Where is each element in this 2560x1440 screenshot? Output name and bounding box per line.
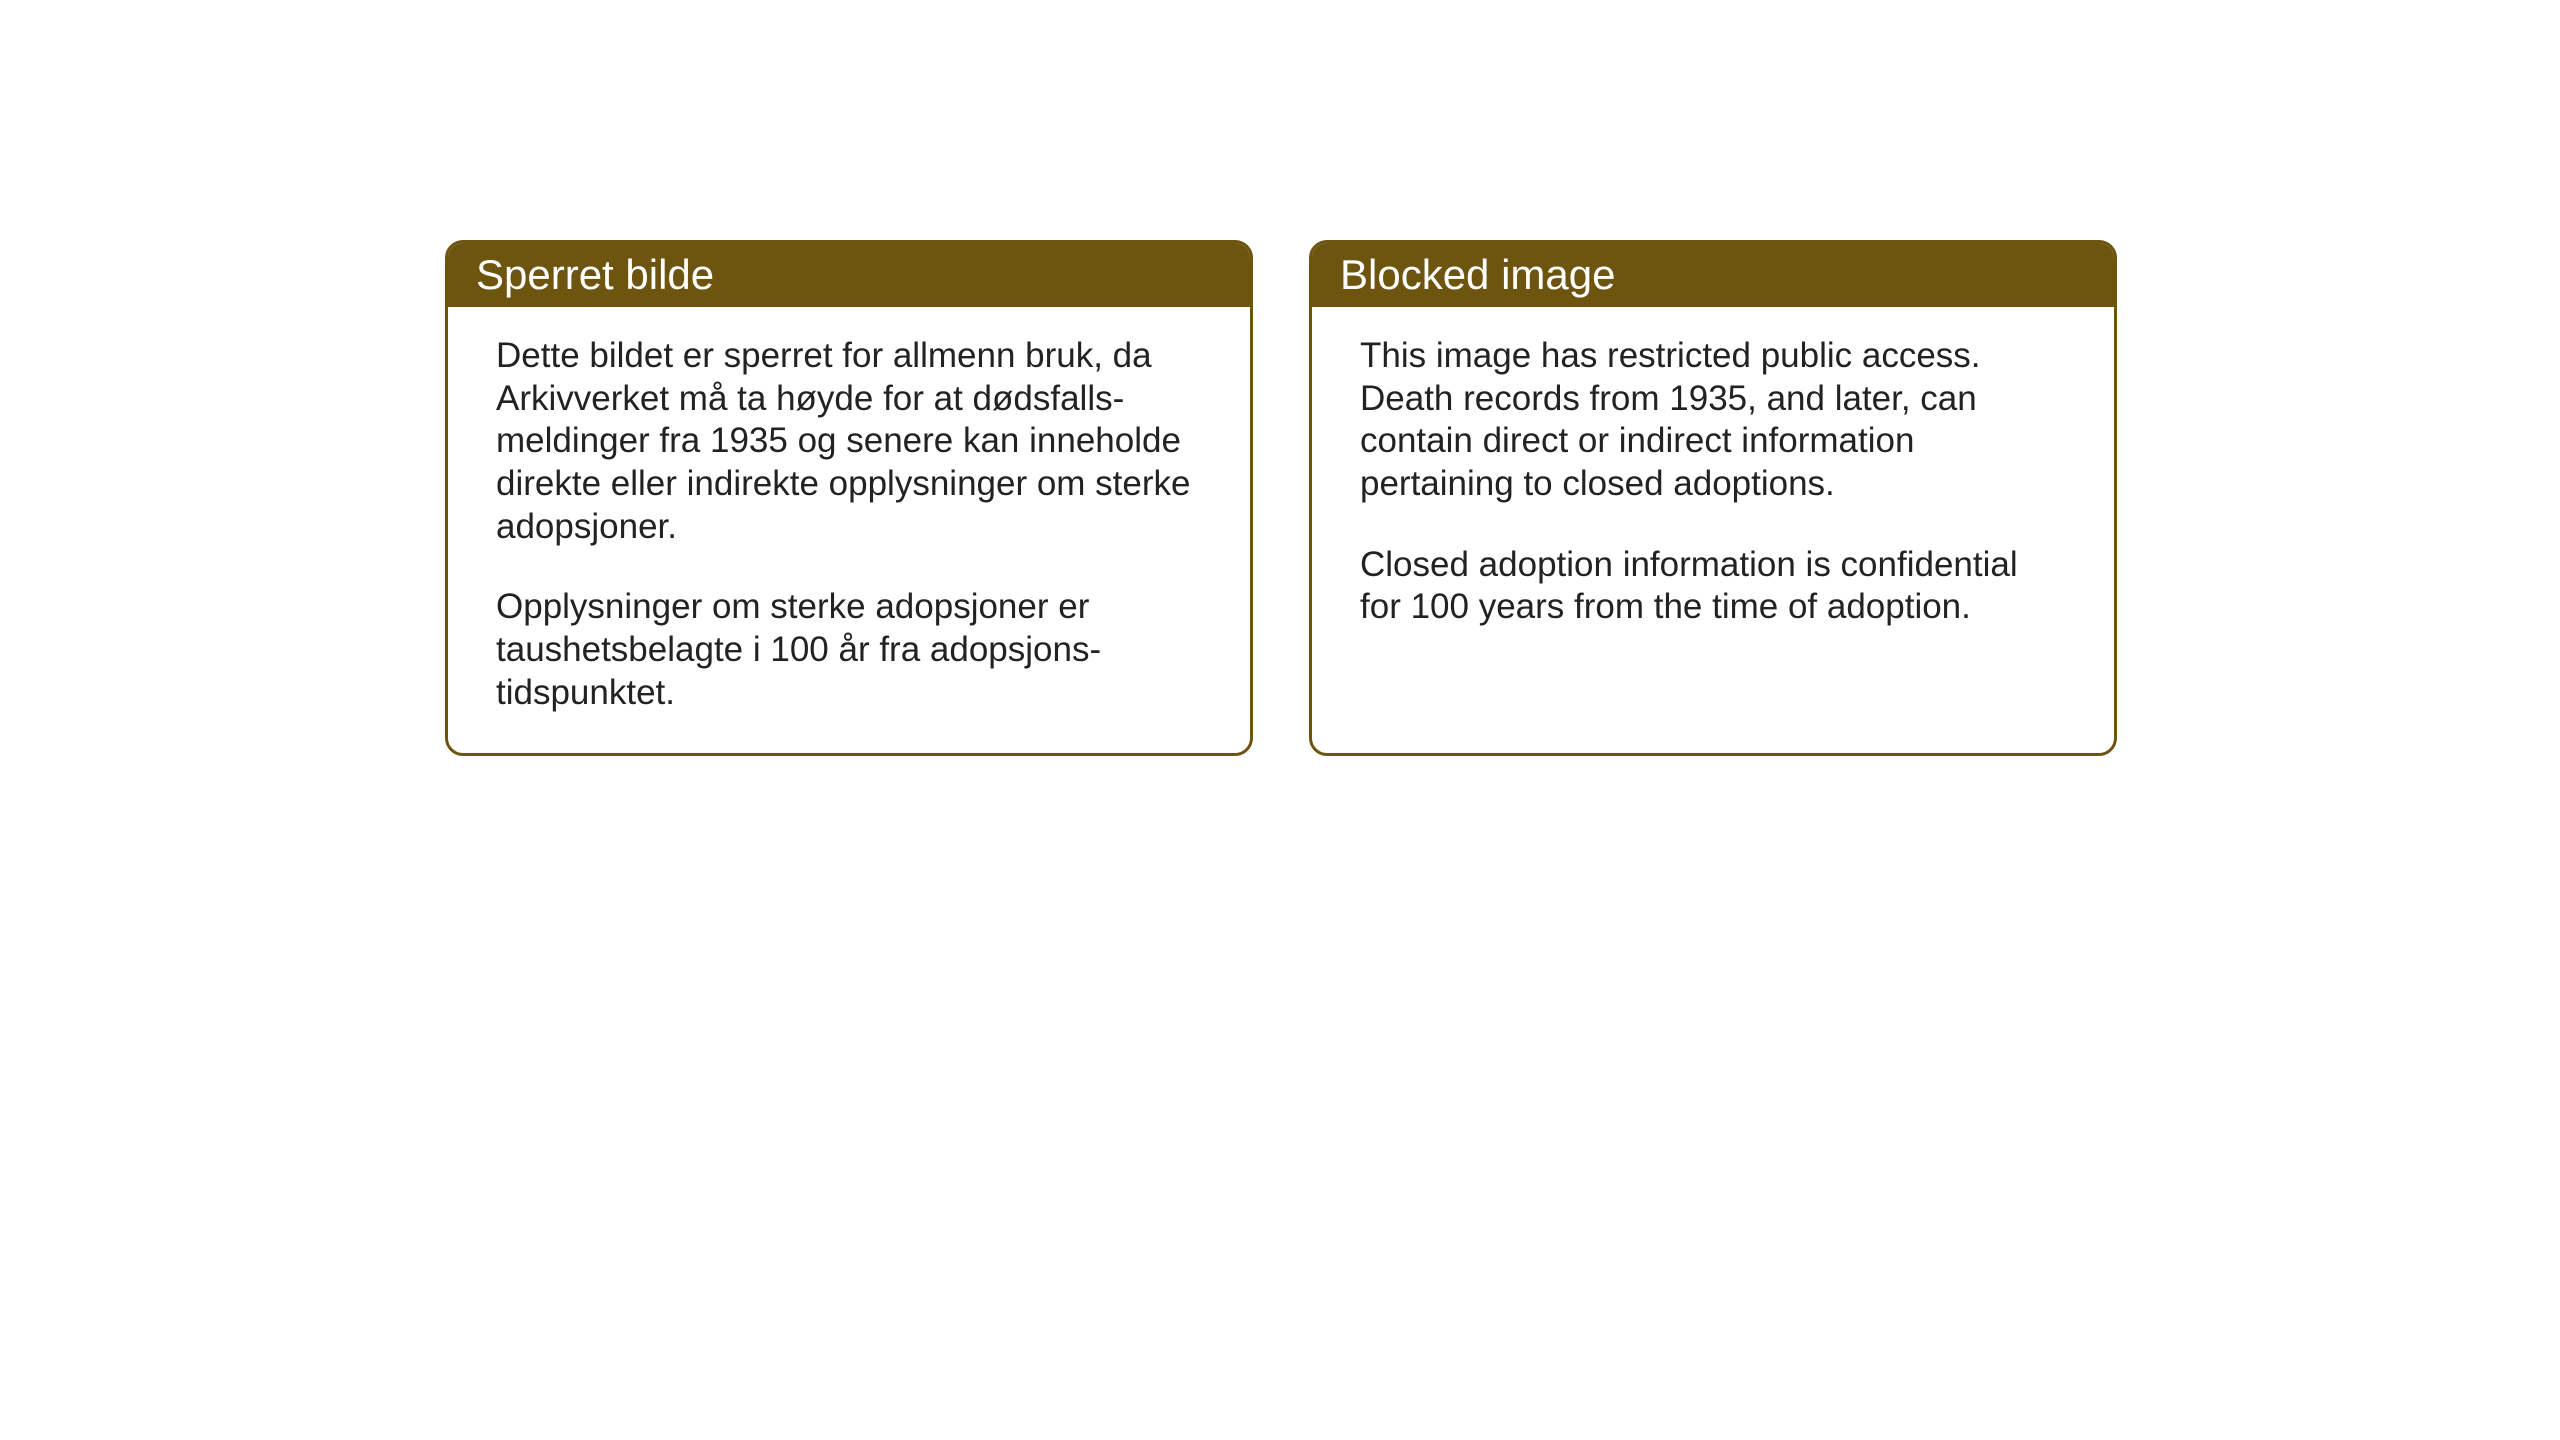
card-paragraph-norwegian-1: Dette bildet er sperret for allmenn bruk… [496,335,1202,548]
card-title-norwegian: Sperret bilde [476,251,714,298]
card-paragraph-norwegian-2: Opplysninger om sterke adopsjoner er tau… [496,586,1202,714]
card-title-english: Blocked image [1340,251,1615,298]
card-paragraph-english-2: Closed adoption information is confident… [1360,544,2066,629]
card-body-english: This image has restricted public access.… [1312,307,2114,667]
notice-cards-container: Sperret bilde Dette bildet er sperret fo… [445,240,2117,756]
card-header-english: Blocked image [1312,243,2114,307]
notice-card-english: Blocked image This image has restricted … [1309,240,2117,756]
notice-card-norwegian: Sperret bilde Dette bildet er sperret fo… [445,240,1253,756]
card-body-norwegian: Dette bildet er sperret for allmenn bruk… [448,307,1250,753]
card-header-norwegian: Sperret bilde [448,243,1250,307]
card-paragraph-english-1: This image has restricted public access.… [1360,335,2066,506]
